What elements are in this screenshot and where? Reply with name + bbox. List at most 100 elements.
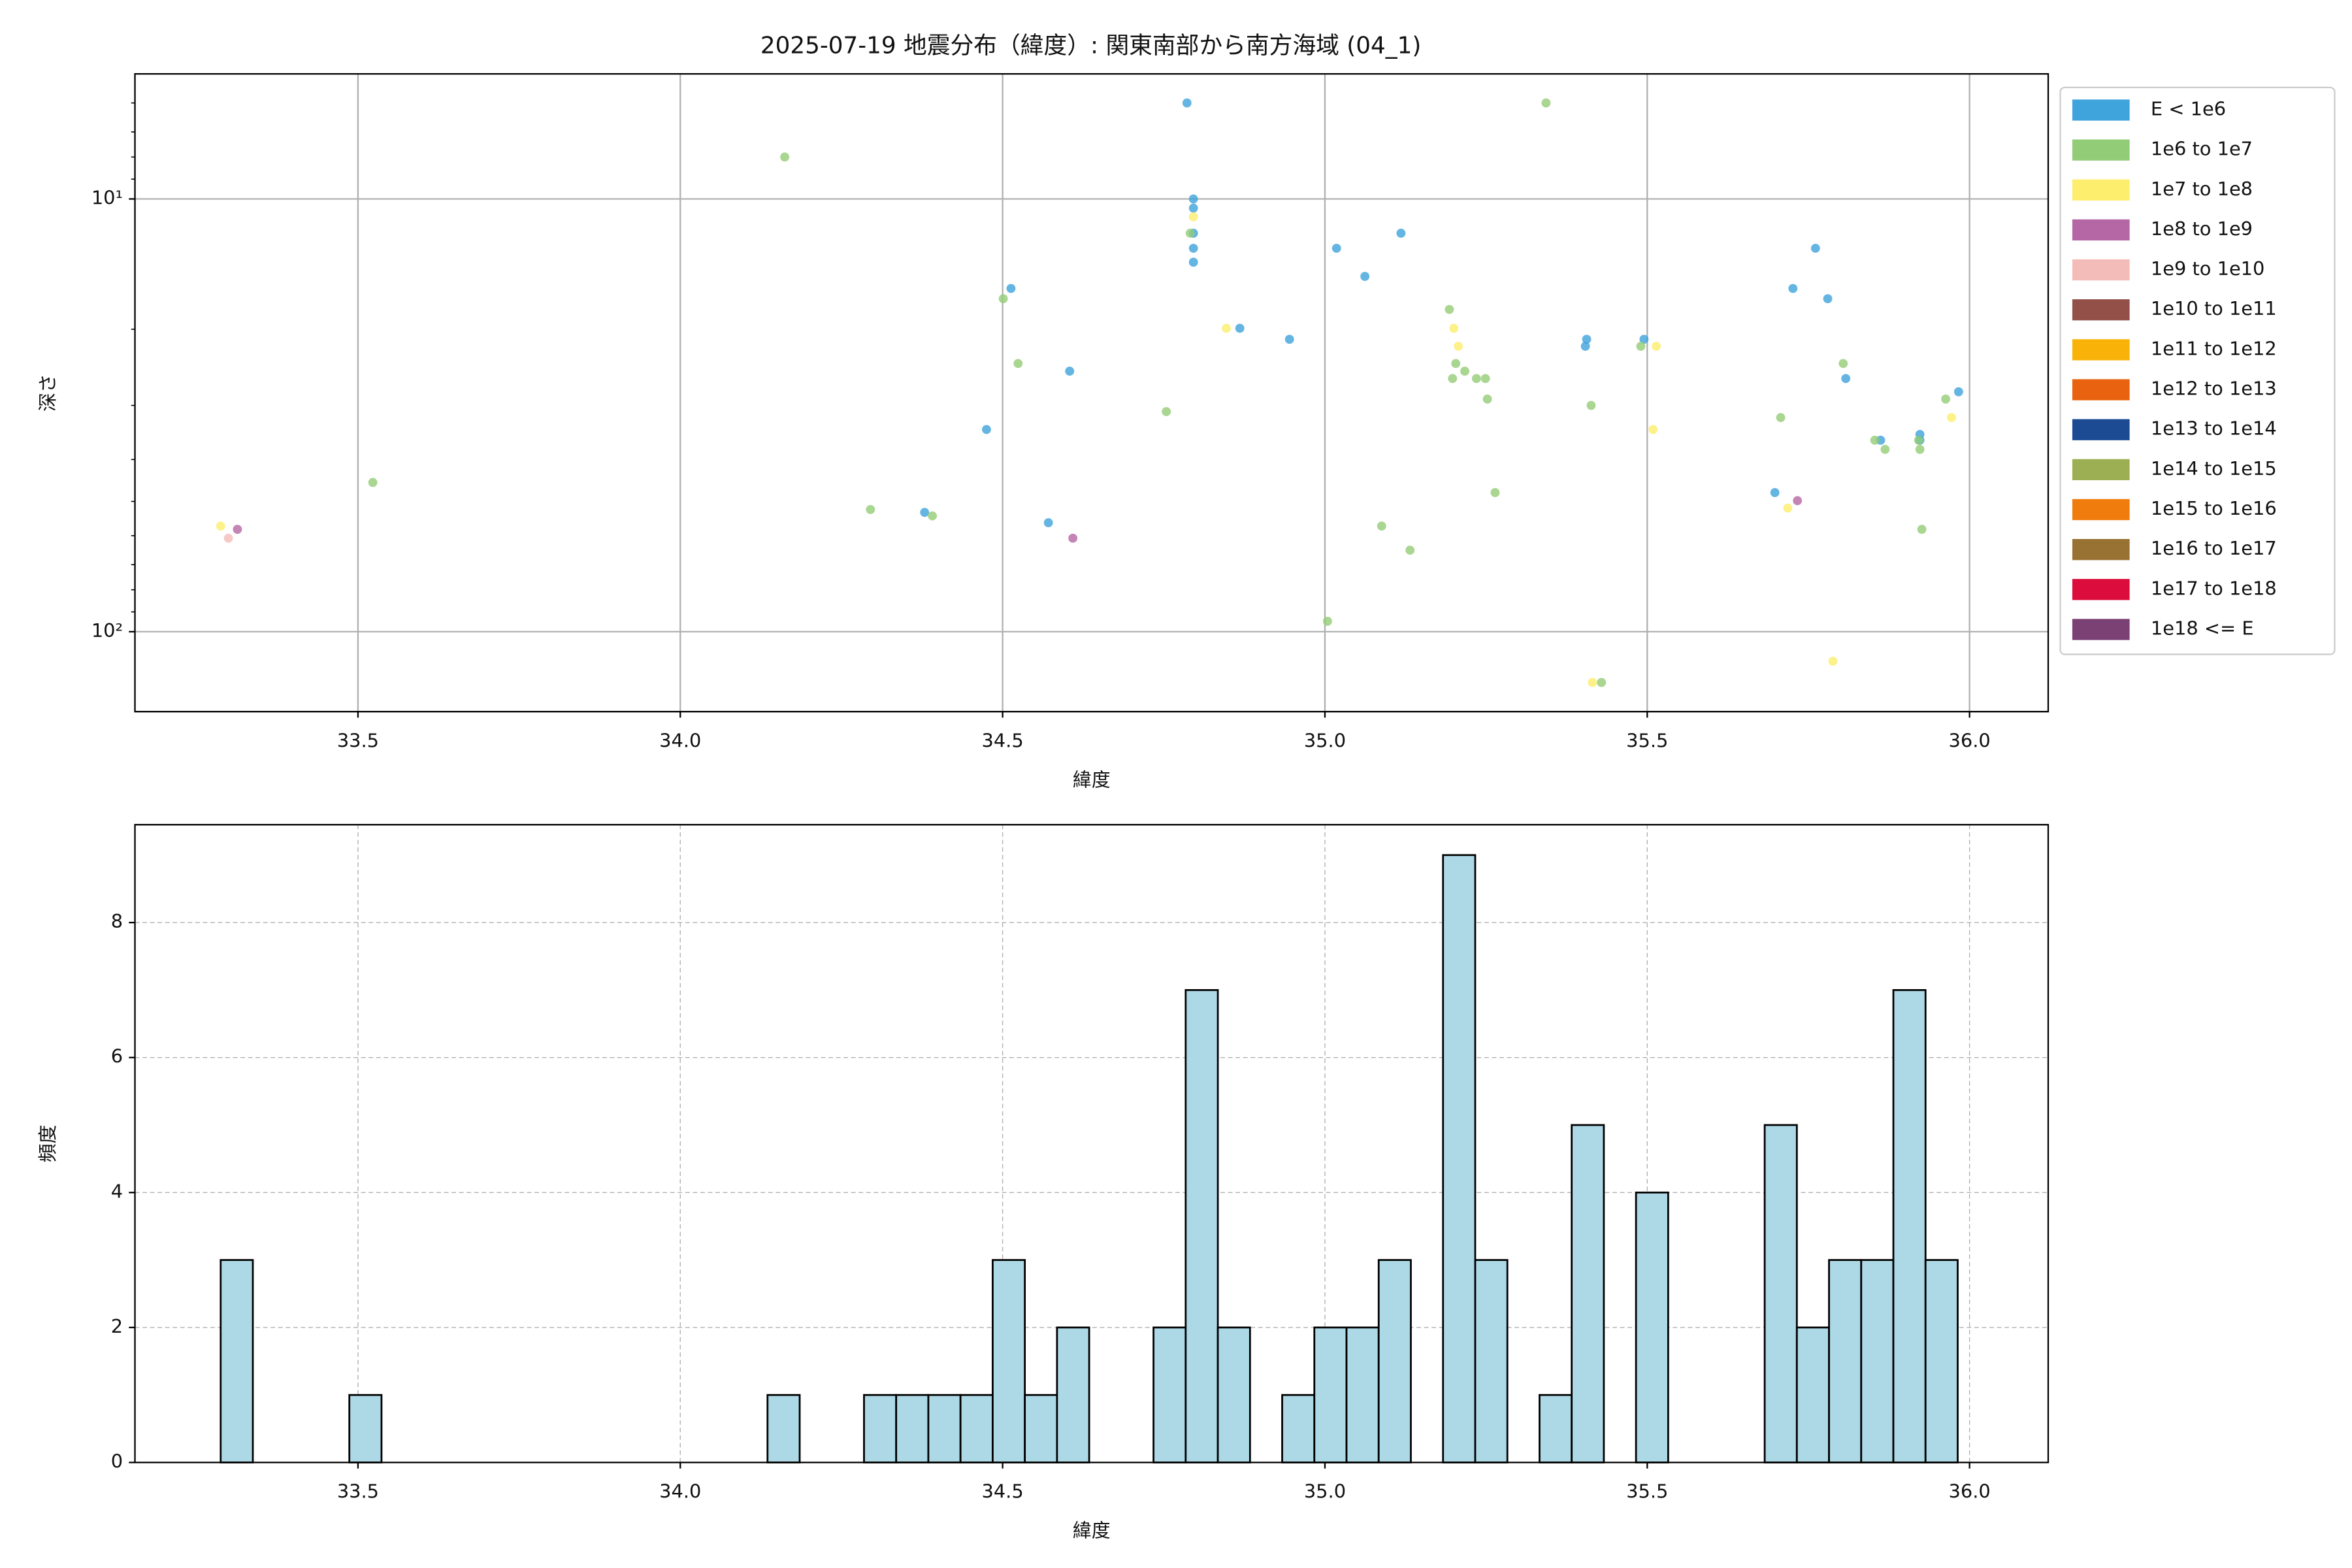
point: [1652, 342, 1661, 351]
point: [1322, 617, 1332, 626]
point: [920, 508, 930, 517]
point: [1588, 678, 1597, 687]
bar: [927, 1394, 962, 1463]
legend-label: 1e15 to 1e16: [2151, 497, 2277, 519]
point: [1917, 525, 1927, 534]
legend-label: 1e12 to 1e13: [2151, 378, 2277, 400]
x-tick-label: 33.5: [337, 729, 379, 751]
point: [1162, 407, 1171, 416]
point: [1449, 323, 1459, 333]
point: [1451, 359, 1461, 368]
point: [1284, 335, 1294, 344]
legend-swatch: [2072, 379, 2130, 400]
legend-swatch: [2072, 619, 2130, 640]
point: [1953, 387, 1963, 397]
point: [216, 521, 225, 531]
x-tick-label: 34.0: [659, 1480, 701, 1503]
point: [982, 425, 991, 434]
bar: [1184, 989, 1219, 1463]
point: [1043, 518, 1053, 528]
point: [1914, 435, 1923, 445]
plot-frame: [134, 73, 2050, 713]
legend-swatch: [2072, 498, 2130, 521]
point: [1586, 400, 1596, 410]
point: [1222, 323, 1231, 333]
x-tick-label: 36.0: [1949, 729, 1991, 751]
point: [1841, 374, 1851, 384]
point: [1915, 444, 1925, 454]
x-tick-label: 33.5: [337, 1480, 379, 1503]
point: [1793, 496, 1803, 506]
bar: [1377, 1259, 1412, 1463]
point: [1828, 657, 1838, 666]
bar: [1571, 1124, 1605, 1463]
x-tick-label: 36.0: [1949, 1480, 1991, 1503]
point: [1482, 394, 1492, 404]
y-tick-label: 10¹: [91, 187, 123, 209]
legend-swatch: [2072, 179, 2130, 201]
legend-label: 1e11 to 1e12: [2151, 337, 2277, 359]
point: [1648, 425, 1658, 434]
point: [1396, 229, 1406, 238]
point: [233, 525, 242, 534]
legend-label: 1e10 to 1e11: [2151, 297, 2277, 319]
point: [1460, 367, 1469, 376]
legend-swatch: [2072, 419, 2130, 440]
bar: [1795, 1326, 1830, 1463]
point: [1823, 294, 1833, 304]
legend-label: 1e13 to 1e14: [2151, 417, 2277, 440]
point: [1582, 335, 1592, 344]
x-tick-label: 34.5: [982, 1480, 1024, 1503]
point: [1880, 444, 1890, 454]
point: [1188, 194, 1198, 204]
bar: [1281, 1394, 1316, 1463]
point: [1188, 257, 1198, 267]
point: [1065, 367, 1075, 376]
point: [1788, 284, 1798, 293]
bar: [1635, 1191, 1669, 1463]
legend-label: 1e18 <= E: [2151, 617, 2254, 639]
point: [1810, 244, 1820, 253]
bar: [1539, 1394, 1573, 1463]
legend-swatch: [2072, 139, 2130, 161]
point: [1776, 413, 1786, 423]
x-tick-label: 35.5: [1626, 1480, 1668, 1503]
bar: [348, 1394, 383, 1463]
legend-swatch: [2072, 259, 2130, 281]
bar: [1892, 989, 1927, 1463]
legend-label: 1e8 to 1e9: [2151, 218, 2253, 240]
point: [1838, 359, 1848, 368]
legend-swatch: [2072, 219, 2130, 241]
legend-label: 1e16 to 1e17: [2151, 537, 2277, 559]
point: [1541, 98, 1551, 108]
point: [1013, 359, 1023, 368]
point: [1188, 244, 1198, 253]
chart-title: 2025-07-19 地震分布（緯度）: 関東南部から南方海域 (04_1): [760, 33, 1421, 59]
legend-swatch: [2072, 99, 2130, 121]
y-tick-label: 10²: [91, 619, 123, 642]
legend-label: 1e7 to 1e8: [2151, 178, 2253, 200]
legend-label: 1e9 to 1e10: [2151, 257, 2264, 280]
bar: [1442, 854, 1477, 1463]
y-tick-label: 0: [111, 1450, 123, 1472]
point: [1182, 98, 1192, 108]
bar: [1345, 1326, 1380, 1463]
point: [1448, 374, 1458, 384]
point: [1068, 533, 1078, 543]
point: [928, 511, 937, 521]
point: [1480, 374, 1490, 384]
legend-swatch: [2072, 299, 2130, 321]
point: [1597, 678, 1607, 687]
legend-swatch: [2072, 539, 2130, 561]
bar: [220, 1259, 254, 1463]
x-tick-label: 34.0: [659, 729, 701, 751]
legend-label: 1e6 to 1e7: [2151, 138, 2253, 160]
point: [1006, 284, 1016, 293]
y-tick-label: 2: [111, 1315, 123, 1337]
legend-frame: [2059, 86, 2336, 655]
point: [1947, 413, 1956, 423]
point: [1445, 304, 1454, 314]
